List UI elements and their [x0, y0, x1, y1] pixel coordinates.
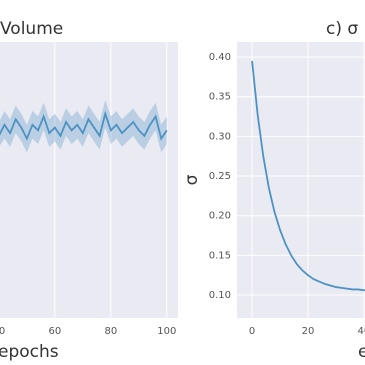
plot-area — [0, 42, 178, 318]
x-tick-label: 40 — [358, 326, 365, 337]
x-axis-label: epochs — [358, 342, 365, 362]
plot — [0, 42, 168, 318]
line — [0, 110, 168, 141]
x-axis-label: epochs — [0, 342, 59, 362]
y-tick-label: 0.10 — [209, 290, 231, 301]
y-tick-label: 0.20 — [209, 211, 231, 222]
y-tick-label: 0.25 — [209, 171, 231, 182]
y-axis-label: σ — [182, 174, 202, 185]
x-tick-label: 60 — [48, 326, 61, 337]
plot — [237, 42, 365, 318]
chart-title: c) σ — [326, 19, 358, 39]
x-tick-label: 100 — [157, 326, 176, 337]
confidence-band — [0, 99, 167, 153]
plot-area — [237, 42, 365, 318]
y-tick-label: 0.35 — [209, 92, 231, 103]
x-tick-label: 80 — [104, 326, 117, 337]
x-tick-label: 0 — [249, 326, 255, 337]
y-tick-label: 0.15 — [209, 250, 231, 261]
y-tick-label: 0.40 — [209, 52, 231, 63]
chart-title: Volume — [0, 19, 63, 39]
line — [251, 60, 365, 292]
x-tick-label: 20 — [302, 326, 315, 337]
x-tick-label: 40 — [0, 326, 5, 337]
y-tick-label: 0.30 — [209, 131, 231, 142]
